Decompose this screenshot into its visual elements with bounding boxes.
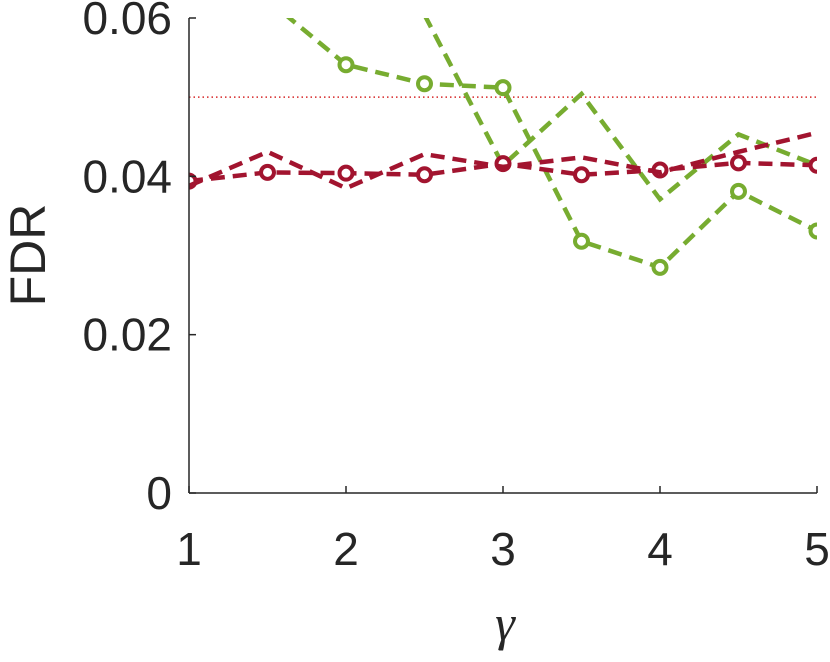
plot-area xyxy=(189,0,817,276)
marker xyxy=(651,258,669,276)
marker xyxy=(337,164,355,182)
y-tick-label: 0 xyxy=(146,467,172,519)
y-axis-label: FDR xyxy=(0,204,56,307)
marker xyxy=(337,56,355,74)
marker xyxy=(261,0,274,6)
marker xyxy=(573,166,590,184)
marker xyxy=(730,182,747,200)
series-line xyxy=(285,18,817,270)
series-line xyxy=(423,18,817,203)
x-tick-label: 1 xyxy=(176,523,202,575)
x-tick-label: 5 xyxy=(804,523,830,575)
marker xyxy=(416,75,433,93)
y-tick-label: 0.06 xyxy=(82,0,172,44)
marker xyxy=(808,156,817,174)
marker xyxy=(259,163,276,181)
marker xyxy=(416,166,433,184)
marker xyxy=(494,79,512,97)
y-tick-label: 0.02 xyxy=(82,309,172,361)
marker xyxy=(573,232,590,250)
series-line xyxy=(189,130,817,191)
x-tick-label: 3 xyxy=(490,523,516,575)
marker xyxy=(808,222,817,240)
x-tick-label: 2 xyxy=(333,523,359,575)
x-tick-label: 4 xyxy=(647,523,673,575)
x-axis-label: γ xyxy=(495,595,516,651)
marker xyxy=(730,154,747,172)
y-tick-label: 0.04 xyxy=(82,150,172,202)
